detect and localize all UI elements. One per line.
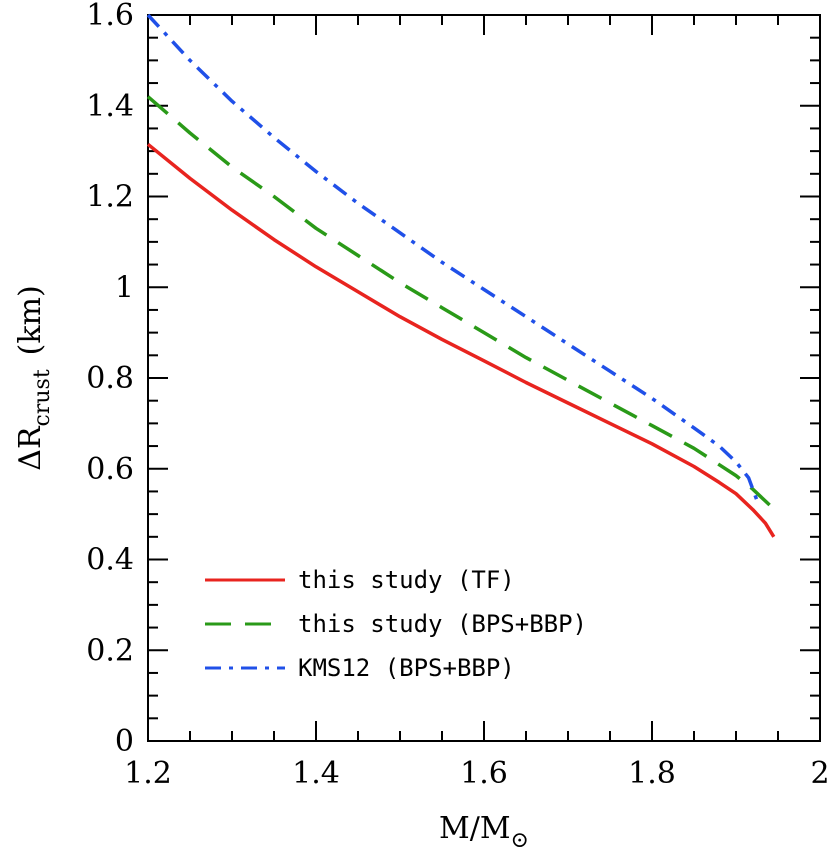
y-tick-label: 0.6 xyxy=(86,452,134,487)
legend-label-bps-bbp: this study (BPS+BBP) xyxy=(298,610,587,638)
x-tick-label: 2 xyxy=(810,756,829,791)
y-axis-title-sub: crust xyxy=(30,369,55,426)
series-line-2 xyxy=(146,13,759,502)
y-tick-label: 1.6 xyxy=(86,0,134,33)
y-tick-label: 1.4 xyxy=(86,89,134,124)
x-tick-label: 1.8 xyxy=(628,756,676,791)
series-lines xyxy=(146,13,776,538)
x-tick-label: 1.4 xyxy=(292,756,340,791)
y-tick-label: 0.4 xyxy=(86,543,134,578)
y-tick-label: 0.2 xyxy=(86,633,134,668)
legend-label-kms12: KMS12 (BPS+BBP) xyxy=(298,654,515,682)
y-tick-label: 1.2 xyxy=(86,180,134,215)
x-axis-title: M/M⊙ xyxy=(439,811,529,853)
x-tick-label: 1.2 xyxy=(124,756,172,791)
y-axis-title: ΔRcrust (km) xyxy=(13,285,55,470)
y-tick-label: 0.8 xyxy=(86,361,134,396)
legend: this study (TF) this study (BPS+BBP) KMS… xyxy=(205,566,587,682)
axis-tick-labels: 1.2 1.4 1.6 1.8 2 0 0.2 0.4 0.6 0.8 1 1.2 1.4 1.6 xyxy=(86,0,829,791)
x-axis-title-main: M/M xyxy=(439,811,511,846)
y-axis-title-unit: (km) xyxy=(13,285,48,355)
legend-label-tf: this study (TF) xyxy=(298,566,515,594)
y-tick-label: 0 xyxy=(115,724,134,759)
x-tick-label: 1.6 xyxy=(460,756,508,791)
axis-ticks xyxy=(147,14,821,742)
series-line-0 xyxy=(146,142,776,538)
y-axis-title-main: ΔR xyxy=(13,425,48,471)
series-line-1 xyxy=(146,95,771,507)
x-axis-title-sub: ⊙ xyxy=(511,828,529,853)
y-tick-label: 1 xyxy=(115,270,134,305)
